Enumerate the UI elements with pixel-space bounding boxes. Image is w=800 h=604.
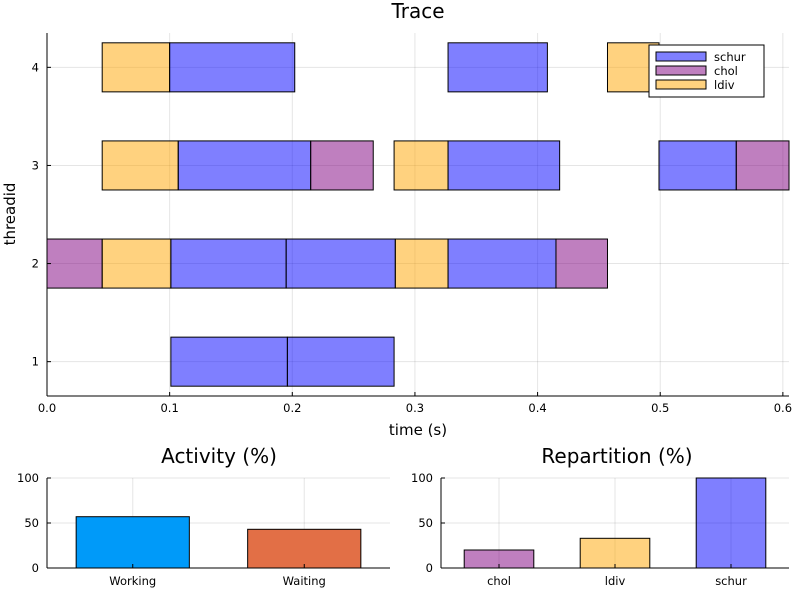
trace-x-ticks: 0.0 0.1 0.2 0.3 0.4 0.5 0.6	[38, 392, 792, 415]
legend-label-schur: schur	[714, 50, 746, 64]
activity-y-tick-label: 100	[17, 471, 39, 485]
repartition-bars	[463, 477, 767, 569]
activity-bar-waiting	[247, 528, 362, 569]
trace-y-tick-label: 2	[32, 257, 39, 271]
task-bar-schur	[285, 238, 396, 289]
repartition-panel: Repartition (%) 0 50 100 chol ldiv schur	[411, 444, 789, 588]
task-bar-schur	[170, 238, 287, 289]
legend-swatch-chol	[655, 65, 707, 76]
trace-title: Trace	[390, 0, 444, 23]
task-bar-chol	[555, 238, 608, 289]
trace-bars	[46, 42, 790, 387]
trace-panel: Trace 0.0 0.1 0.2 0.3 0.4 0.5 0.6 1 2 3 4 time (s…	[1, 0, 792, 439]
task-bar-schur	[658, 140, 737, 191]
trace-x-tick-label: 0.3	[406, 401, 424, 415]
repartition-y-tick-label: 100	[411, 471, 433, 485]
task-bar-schur	[447, 42, 548, 93]
repartition-title: Repartition (%)	[541, 444, 692, 468]
trace-y-ticks: 1 2 3 4	[32, 60, 51, 369]
task-bar-ldiv	[101, 42, 171, 93]
activity-bar-working	[75, 516, 190, 569]
task-bar-chol	[310, 140, 374, 191]
repartition-bar-schur	[695, 477, 767, 569]
trace-x-tick-label: 0.0	[38, 401, 56, 415]
task-bar-schur	[447, 140, 561, 191]
legend-label-chol: chol	[714, 64, 738, 78]
trace-x-tick-label: 0.6	[774, 401, 792, 415]
trace-y-tick-label: 1	[32, 355, 39, 369]
activity-bars	[75, 516, 362, 569]
legend-label-ldiv: ldiv	[714, 78, 735, 92]
trace-y-axis-label: threadid	[1, 183, 19, 246]
trace-y-tick-label: 3	[32, 158, 39, 172]
trace-x-tick-label: 0.4	[528, 401, 546, 415]
repartition-bar-ldiv	[579, 537, 651, 569]
trace-x-tick-label: 0.5	[651, 401, 669, 415]
task-bar-schur	[286, 336, 395, 387]
repartition-y-tick-label: 50	[418, 516, 433, 530]
activity-x-tick-label: Waiting	[283, 574, 326, 588]
trace-x-axis-label: time (s)	[389, 421, 447, 439]
activity-x-tick-label: Working	[109, 574, 156, 588]
task-bar-schur	[177, 140, 312, 191]
repartition-x-tick-label: chol	[487, 574, 511, 588]
activity-y-tick-label: 50	[24, 516, 39, 530]
repartition-x-tick-label: schur	[715, 574, 747, 588]
task-bar-ldiv	[393, 140, 449, 191]
task-bar-ldiv	[101, 238, 172, 289]
legend-swatch-ldiv	[655, 79, 707, 90]
repartition-ticks: 0 50 100 chol ldiv schur	[411, 471, 747, 588]
task-bar-chol	[46, 238, 103, 289]
trace-y-tick-label: 4	[32, 60, 39, 74]
activity-ticks: 0 50 100 Working Waiting	[17, 471, 326, 588]
activity-panel: Activity (%) 0 50 100 Working Waiting	[17, 444, 390, 588]
repartition-y-tick-label: 0	[426, 561, 433, 575]
trace-x-tick-label: 0.2	[283, 401, 301, 415]
task-bar-schur	[169, 42, 296, 93]
task-bar-ldiv	[101, 140, 179, 191]
activity-y-tick-label: 0	[32, 561, 39, 575]
repartition-x-tick-label: ldiv	[605, 574, 626, 588]
task-bar-schur	[447, 238, 557, 289]
task-bar-ldiv	[394, 238, 449, 289]
task-bar-schur	[170, 336, 288, 387]
activity-title: Activity (%)	[161, 444, 277, 468]
trace-x-tick-label: 0.1	[160, 401, 178, 415]
task-bar-chol	[735, 140, 790, 191]
legend-swatch-schur	[655, 51, 707, 62]
